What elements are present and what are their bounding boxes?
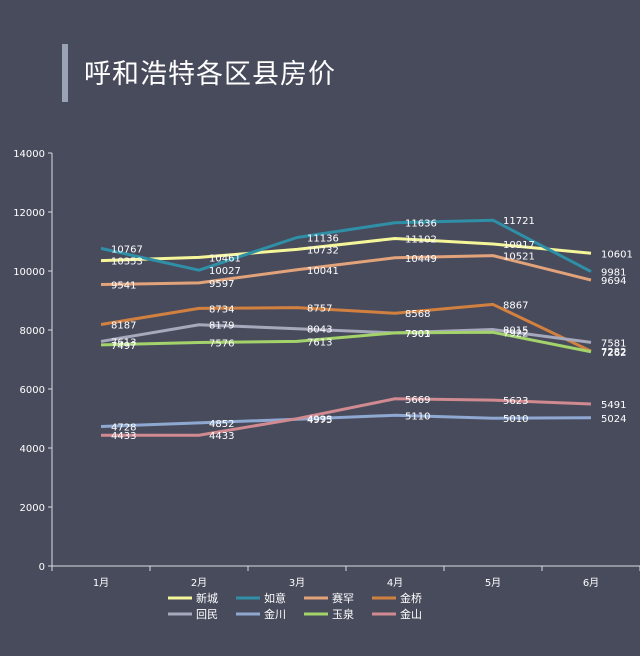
y-tick-label: 6000: [20, 385, 45, 396]
data-label: 5010: [503, 414, 528, 425]
data-label: 7497: [111, 341, 136, 352]
data-label: 8734: [209, 304, 234, 315]
data-label: 4993: [307, 415, 332, 426]
legend-item-玉泉: 玉泉: [304, 607, 354, 621]
y-tick-label: 2000: [20, 503, 45, 514]
data-label: 10449: [405, 254, 437, 265]
y-tick-label: 4000: [20, 444, 45, 455]
data-label: 7903: [405, 329, 430, 340]
data-label: 8568: [405, 309, 430, 320]
data-label: 7282: [601, 347, 626, 358]
x-tick-label: 4月: [387, 577, 403, 589]
data-label: 8043: [307, 325, 332, 336]
data-label: 11102: [405, 234, 437, 245]
data-label: 10767: [111, 244, 143, 255]
legend-label: 金川: [264, 607, 286, 621]
data-label: 4975: [307, 415, 332, 426]
y-tick-label: 14000: [13, 149, 45, 160]
legend-item-赛罕: 赛罕: [304, 591, 354, 605]
series-lines: [100, 218, 592, 437]
data-label: 10353: [111, 257, 143, 268]
data-label: 5491: [601, 400, 626, 411]
data-label: 10521: [503, 252, 535, 263]
legend-label: 回民: [196, 608, 218, 621]
data-label: 9981: [601, 268, 626, 279]
y-tick-label: 10000: [13, 267, 45, 278]
data-label: 7613: [307, 337, 332, 348]
data-label: 7576: [209, 339, 234, 350]
legend-item-新城: 新城: [168, 591, 218, 605]
legend-label: 如意: [264, 591, 286, 605]
legend-label: 赛罕: [332, 591, 354, 605]
data-label: 9597: [209, 279, 234, 290]
data-label: 10732: [307, 245, 339, 256]
data-label: 5669: [405, 395, 430, 406]
series-line-如意: [100, 218, 592, 273]
data-labels: 10353 10461 10732 11102 10917 10601 10767 10027…: [111, 216, 633, 442]
data-label: 11721: [503, 216, 535, 227]
data-label: 10461: [209, 253, 241, 264]
data-label: 10027: [209, 266, 241, 277]
legend-item-如意: 如意: [236, 591, 286, 605]
legend-label: 金桥: [400, 591, 422, 605]
data-label: 10917: [503, 240, 535, 251]
data-label: 7581: [601, 338, 626, 349]
data-label: 8757: [307, 304, 332, 315]
data-label: 10041: [307, 266, 339, 277]
series-line-金山: [101, 397, 592, 437]
data-label: 8179: [209, 321, 234, 332]
data-label: 11136: [307, 233, 339, 244]
legend-label: 金山: [400, 607, 422, 621]
legend-item-金川: 金川: [236, 607, 286, 621]
series-line-金桥: [100, 302, 592, 353]
legend-item-金山: 金山: [372, 607, 422, 621]
data-label: 4852: [209, 419, 234, 430]
series-line-金川: [100, 413, 592, 429]
title-accent-bar: [62, 44, 68, 102]
legend-item-金桥: 金桥: [372, 591, 422, 605]
data-label: 5110: [405, 411, 430, 422]
data-label: 7901: [405, 329, 430, 340]
data-label: 10601: [601, 249, 633, 260]
y-tick-label: 8000: [20, 326, 45, 337]
x-tick-label: 5月: [485, 577, 501, 589]
data-label: 4433: [111, 431, 136, 442]
data-label: 7922: [503, 328, 528, 339]
data-label: 7262: [601, 348, 626, 359]
data-label: 8867: [503, 300, 528, 311]
data-label: 5623: [503, 396, 528, 407]
legend-item-回民: 回民: [168, 608, 218, 621]
x-tick-label: 6月: [583, 577, 599, 589]
y-tick-label: 0: [39, 562, 45, 573]
series-line-回民: [100, 323, 592, 344]
data-label: 8187: [111, 320, 136, 331]
series-line-玉泉: [100, 330, 592, 354]
data-label: 9694: [601, 276, 626, 287]
series-line-新城: [100, 236, 592, 263]
data-label: 8015: [503, 326, 528, 337]
legend-label: 玉泉: [332, 607, 354, 621]
data-label: 4728: [111, 423, 136, 434]
x-tick-label: 3月: [289, 577, 305, 589]
data-label: 5024: [601, 414, 626, 425]
series-line-赛罕: [100, 254, 592, 287]
legend-label: 新城: [196, 591, 218, 605]
data-label: 11636: [405, 219, 437, 230]
x-tick-label: 2月: [191, 577, 207, 589]
data-label: 9541: [111, 281, 136, 292]
y-tick-label: 12000: [13, 208, 45, 219]
chart-title: 呼和浩特各区县房价: [84, 59, 336, 90]
x-tick-label: 1月: [93, 577, 109, 589]
data-label: 4433: [209, 431, 234, 442]
axes: 0 2000 4000 6000 8000 10000 12000 14000 1月 2月 3月 4月…: [13, 149, 640, 589]
data-label: 7613: [111, 337, 136, 348]
